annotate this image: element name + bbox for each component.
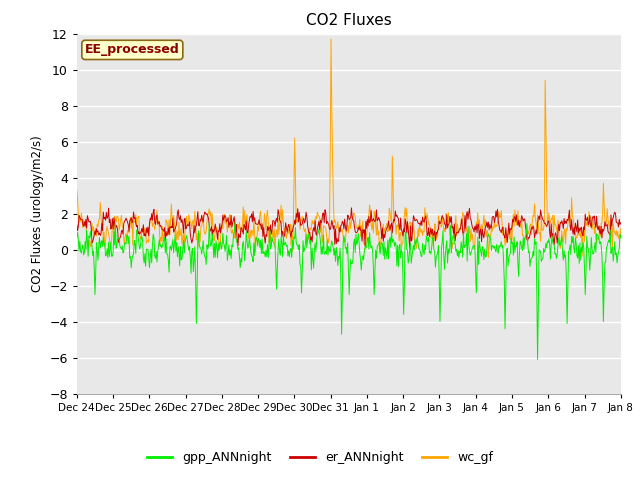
Legend: gpp_ANNnight, er_ANNnight, wc_gf: gpp_ANNnight, er_ANNnight, wc_gf bbox=[142, 446, 498, 469]
Y-axis label: CO2 Fluxes (urology/m2/s): CO2 Fluxes (urology/m2/s) bbox=[31, 135, 44, 292]
Text: EE_processed: EE_processed bbox=[85, 43, 180, 56]
Title: CO2 Fluxes: CO2 Fluxes bbox=[306, 13, 392, 28]
